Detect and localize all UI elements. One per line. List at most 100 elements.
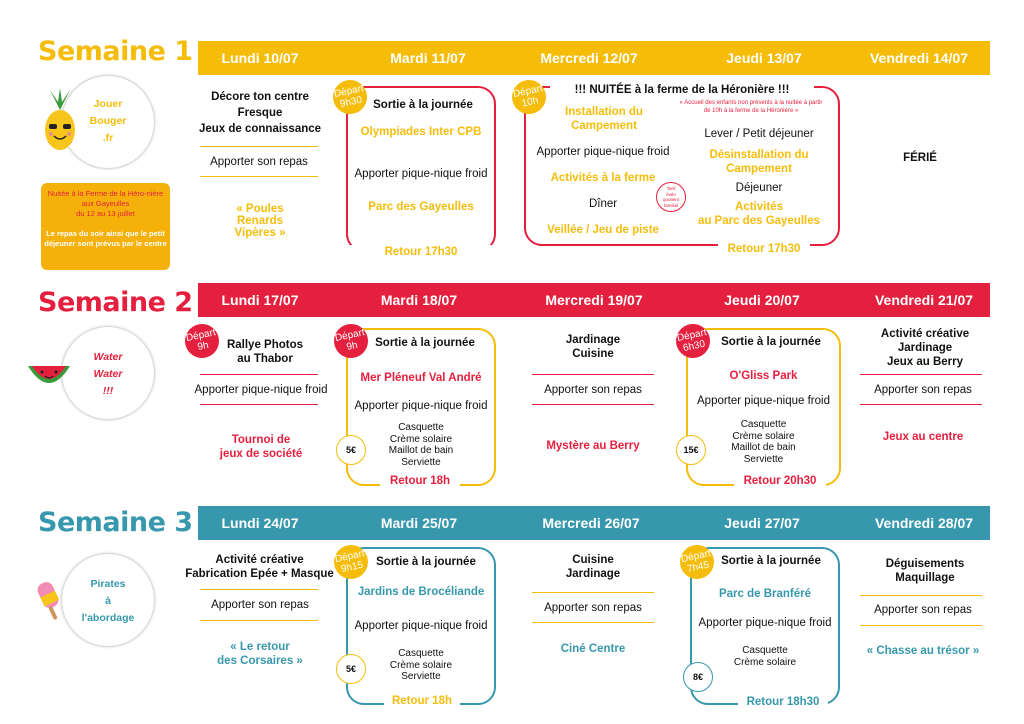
w1-thu-notice: « Accueil des enfants non présents à la … bbox=[679, 100, 823, 114]
divider bbox=[200, 374, 318, 375]
w2-fri-meal: Apporter son repas bbox=[874, 384, 972, 396]
divider bbox=[200, 146, 318, 147]
w2-thu-title: Sortie à la journée bbox=[721, 336, 821, 348]
divider bbox=[860, 404, 982, 405]
divider bbox=[860, 374, 982, 375]
week1-day-mon: Lundi 10/07 bbox=[221, 50, 299, 66]
w3-fri-game: « Chasse au trésor » bbox=[866, 645, 980, 657]
week1-night-note-text-2: Le repas du soir ainsi que le petit déje… bbox=[44, 229, 167, 248]
w2-fri-activity: Activité créative Jardinage Jeux au Berr… bbox=[880, 328, 970, 368]
week3-day-mon: Lundi 24/07 bbox=[221, 515, 299, 531]
w1-mon-activities: Décore ton centre Fresque Jeux de connai… bbox=[198, 91, 322, 135]
week1-theme-text: Jouer Bouger .fr bbox=[89, 98, 127, 144]
w3-wed-game: Ciné Centre bbox=[560, 643, 626, 655]
w3-tue-items: Casquette Crème solaire Serviette bbox=[389, 648, 453, 682]
w3-tue-return: Retour 18h bbox=[384, 694, 460, 708]
week1-day-thu: Jeudi 13/07 bbox=[726, 50, 802, 66]
w3-wed-meal: Apporter son repas bbox=[544, 602, 642, 614]
week3-day-thu: Jeudi 27/07 bbox=[724, 515, 800, 531]
w2-thu-meal: Apporter pique-nique froid bbox=[697, 395, 830, 407]
week2-day-tue: Mardi 18/07 bbox=[380, 292, 458, 308]
w2-tue-price: 5€ bbox=[336, 435, 366, 465]
w1-wed-return: Retour 17h30 bbox=[718, 242, 810, 256]
week2-day-wed: Mercredi 19/07 bbox=[545, 292, 643, 308]
divider bbox=[200, 176, 318, 177]
week3-title: Semaine 3 bbox=[38, 507, 193, 538]
w3-tue-price: 5€ bbox=[336, 654, 366, 684]
w1-night-title: !!! NUITÉE à la ferme de la Héronière !!… bbox=[550, 83, 814, 97]
w3-thu-meal: Apporter pique-nique froid bbox=[698, 617, 832, 629]
divider bbox=[200, 589, 318, 590]
w2-wed-meal: Apporter son repas bbox=[544, 384, 642, 396]
w2-thu-activity: O'Gliss Park bbox=[729, 370, 798, 382]
w2-mon-activity: Rallye Photos au Thabor bbox=[226, 339, 304, 365]
w1-tue-activity-2: Parc des Gayeulles bbox=[368, 201, 474, 213]
week1-title: Semaine 1 bbox=[38, 36, 193, 67]
w3-wed-activity: Cuisine Jardinage bbox=[565, 554, 621, 580]
w1-wed-activity-2: Activités à la ferme bbox=[550, 172, 656, 184]
w3-mon-meal: Apporter son repas bbox=[211, 599, 309, 611]
week1-day-fri: Vendredi 14/07 bbox=[869, 50, 969, 66]
w3-thu-price: 8€ bbox=[683, 662, 713, 692]
w1-tue-activity: Olympiades Inter CPB bbox=[360, 126, 482, 138]
divider bbox=[532, 404, 654, 405]
w2-tue-title: Sortie à la journée bbox=[375, 337, 475, 349]
watermelon-icon bbox=[28, 366, 70, 383]
w1-wed-meal: Apporter pique-nique froid bbox=[536, 146, 670, 158]
w1-tue-meal: Apporter pique-nique froid bbox=[354, 168, 488, 180]
week2-header: Lundi 17/07 Mardi 18/07 Mercredi 19/07 J… bbox=[198, 283, 990, 317]
week2-title: Semaine 2 bbox=[38, 287, 193, 318]
week2-day-fri: Vendredi 21/07 bbox=[874, 292, 974, 308]
w1-late-badge: Tarif évén quotient familial bbox=[656, 182, 686, 212]
week1-night-note-text: Nuitée à la Ferme de la Héro-nière aux G… bbox=[47, 189, 164, 218]
week1-day-tue: Mardi 11/07 bbox=[390, 50, 466, 66]
w1-wed-activity-3: Veillée / Jeu de piste bbox=[547, 224, 659, 236]
w2-tue-return: Retour 18h bbox=[380, 474, 460, 488]
week2-theme-text: Water Water !!! bbox=[93, 351, 123, 397]
divider bbox=[200, 404, 318, 405]
w2-thu-items: Casquette Crème solaire Maillot de bain … bbox=[731, 419, 796, 465]
w2-mon-game: Tournoi de jeux de société bbox=[219, 434, 303, 460]
w3-tue-activity: Jardins de Brocéliande bbox=[357, 586, 485, 598]
w3-thu-activity: Parc de Branféré bbox=[718, 588, 812, 600]
w2-tue-items: Casquette Crème solaire Maillot de bain … bbox=[388, 422, 454, 468]
w2-thu-return: Retour 20h30 bbox=[734, 474, 826, 488]
w2-tue-meal: Apporter pique-nique froid bbox=[354, 400, 488, 412]
ice-cream-icon bbox=[37, 582, 60, 620]
w3-tue-meal: Apporter pique-nique froid bbox=[354, 620, 488, 632]
w1-tue-return: Retour 17h30 bbox=[346, 245, 496, 259]
week3-theme-circle bbox=[62, 554, 154, 646]
w2-tue-activity: Mer Pléneuf Val André bbox=[360, 372, 482, 384]
divider bbox=[860, 625, 982, 626]
w3-mon-activity: Activité créative Fabrication Epée + Mas… bbox=[185, 554, 334, 580]
w3-tue-title: Sortie à la journée bbox=[376, 556, 476, 568]
w1-mon-game: « Poules Renards Vipères » bbox=[234, 203, 286, 239]
pineapple-icon bbox=[45, 88, 75, 150]
week2-day-thu: Jeudi 20/07 bbox=[724, 292, 800, 308]
week1-night-note bbox=[41, 183, 170, 270]
w3-fri-activity: Déguisements Maquillage bbox=[885, 558, 965, 584]
w1-thu-activity-1: Désinstallation du Campement bbox=[709, 149, 809, 175]
week3-header: Lundi 24/07 Mardi 25/07 Mercredi 26/07 J… bbox=[198, 506, 990, 540]
w3-thu-return: Retour 18h30 bbox=[738, 695, 828, 709]
w1-thu-lunch: Déjeuner bbox=[735, 182, 783, 194]
w3-thu-items: Casquette Crème solaire bbox=[733, 645, 797, 668]
w1-mon-meal: Apporter son repas bbox=[210, 156, 308, 168]
divider bbox=[532, 374, 654, 375]
week1-theme-circle bbox=[62, 76, 154, 168]
divider bbox=[860, 595, 982, 596]
w1-tue-title: Sortie à la journée bbox=[373, 99, 473, 111]
w3-mon-game: « Le retour des Corsaires » bbox=[217, 641, 303, 667]
w1-wed-activity-1: Installation du Campement bbox=[565, 106, 643, 132]
week3-theme-text: Pirates à l'abordage bbox=[81, 578, 135, 624]
week2-day-mon: Lundi 17/07 bbox=[221, 292, 299, 308]
week1-header: Lundi 10/07 Mardi 11/07 Mercredi 12/07 J… bbox=[198, 41, 990, 75]
w3-fri-meal: Apporter son repas bbox=[874, 604, 972, 616]
w3-thu-title: Sortie à la journée bbox=[721, 555, 821, 567]
week3-day-wed: Mercredi 26/07 bbox=[542, 515, 640, 531]
w2-wed-activity: Jardinage Cuisine bbox=[565, 334, 621, 360]
w2-mon-meal: Apporter pique-nique froid bbox=[194, 384, 328, 396]
week3-day-fri: Vendredi 28/07 bbox=[874, 515, 974, 531]
week2-theme-circle bbox=[62, 327, 154, 419]
w2-thu-price: 15€ bbox=[676, 435, 706, 465]
